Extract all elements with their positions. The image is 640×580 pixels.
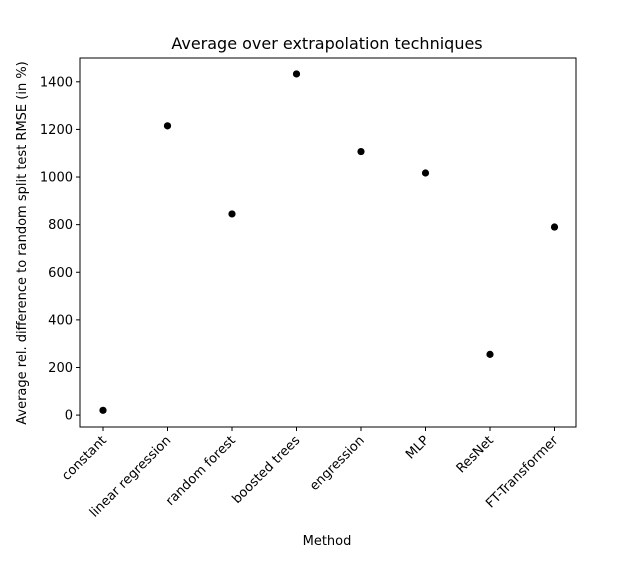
data-point xyxy=(550,223,559,231)
y-tick-label: 200 xyxy=(48,361,73,376)
y-axis: 0 200 400 600 800 1000 1200 1400 xyxy=(40,75,80,424)
y-axis-label: Average rel. difference to random split … xyxy=(15,61,30,424)
x-tick-label: engression xyxy=(307,433,368,494)
x-tick-label: random forest xyxy=(163,433,239,509)
y-tick-label: 1400 xyxy=(40,75,73,90)
y-tick-label: 600 xyxy=(48,266,73,281)
chart-title: Average over extrapolation techniques xyxy=(171,34,482,53)
data-point xyxy=(292,70,301,78)
y-tick-label: 1200 xyxy=(40,123,73,138)
x-tick-label: MLP xyxy=(403,433,432,462)
data-point xyxy=(486,350,494,358)
y-tick-label: 800 xyxy=(48,218,73,233)
x-tick-label: ResNet xyxy=(454,433,497,476)
plot-area-frame xyxy=(79,57,577,428)
y-tick-label: 0 xyxy=(65,409,73,424)
data-points xyxy=(99,70,559,414)
data-point xyxy=(99,406,107,414)
x-tick-label: constant xyxy=(59,433,110,484)
data-point xyxy=(228,210,236,218)
data-point xyxy=(357,147,365,156)
x-tick-label: boosted trees xyxy=(230,433,304,507)
data-point xyxy=(421,169,430,177)
y-tick-label: 400 xyxy=(48,313,73,328)
y-tick-label: 1000 xyxy=(40,171,73,186)
x-axis-label: Method xyxy=(303,534,352,549)
data-point xyxy=(163,122,172,130)
